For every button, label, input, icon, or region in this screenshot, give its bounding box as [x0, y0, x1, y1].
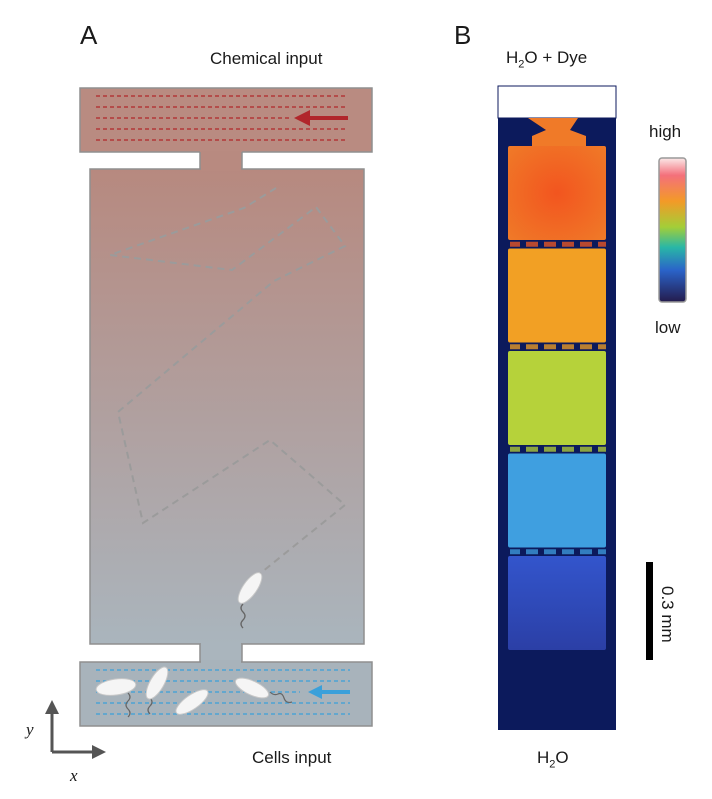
chamber-connector — [562, 446, 574, 452]
panel-b-letter: B — [454, 20, 472, 50]
chamber-connector — [544, 446, 556, 452]
bacterium-icon — [237, 572, 263, 629]
colorbar-high-label: high — [649, 122, 682, 141]
chamber-connector — [562, 241, 574, 247]
scale-bar — [646, 562, 653, 660]
chamber-connector — [580, 241, 592, 247]
dye-chamber — [508, 556, 606, 650]
cells-input-label: Cells input — [252, 748, 332, 767]
x-axis-label: x — [70, 766, 78, 785]
cell-trajectory — [109, 187, 347, 581]
dye-chamber — [508, 351, 606, 445]
chamber-connector — [526, 344, 538, 350]
chamber-connector — [544, 344, 556, 350]
chamber-connector — [580, 344, 592, 350]
chamber-connector — [580, 446, 592, 452]
chamber-connector — [526, 241, 538, 247]
chamber-connector — [510, 241, 520, 247]
colorbar-low-label: low — [655, 318, 681, 337]
chamber-connector — [580, 549, 592, 555]
panel-a-letter: A — [80, 20, 98, 50]
chemical-flow-lines — [96, 95, 348, 141]
dye-chamber — [508, 248, 606, 343]
chamber-connector — [598, 241, 606, 247]
chamber-connector — [562, 344, 574, 350]
chamber-connector — [598, 344, 606, 350]
chamber-connector — [598, 549, 606, 555]
chamber-connector — [510, 344, 520, 350]
chamber-connector — [544, 241, 556, 247]
inlet-neck — [528, 118, 586, 146]
bacterium-icon — [175, 689, 209, 715]
main-chamber — [89, 168, 365, 645]
water-dye-label: H2O + Dye — [506, 48, 588, 71]
fluorescence-image — [497, 85, 617, 730]
chemical-arrow-icon — [294, 110, 348, 126]
bacterium-icon — [95, 678, 137, 718]
chamber-connector — [526, 446, 538, 452]
chamber-connector — [544, 549, 556, 555]
dye-chamber — [508, 146, 606, 240]
dye-chamber — [508, 453, 606, 548]
chamber-connector — [510, 549, 520, 555]
chamber-connector — [526, 549, 538, 555]
y-axis-label: y — [26, 720, 34, 739]
chemical-input-label: Chemical input — [210, 49, 323, 68]
colorbar — [658, 157, 687, 303]
bacterium-icon — [145, 666, 169, 715]
top-connector — [200, 151, 242, 169]
device-schematic — [45, 87, 373, 759]
coordinate-axes-icon — [45, 700, 106, 759]
dye-chambers — [508, 146, 606, 650]
chamber-connector — [598, 446, 606, 452]
bottom-connector — [200, 644, 242, 662]
bacterium-icon — [234, 677, 293, 704]
chamber-connector — [510, 446, 520, 452]
chamber-connector — [562, 549, 574, 555]
cells-arrow-icon — [308, 685, 350, 699]
water-label: H2O — [537, 748, 569, 771]
